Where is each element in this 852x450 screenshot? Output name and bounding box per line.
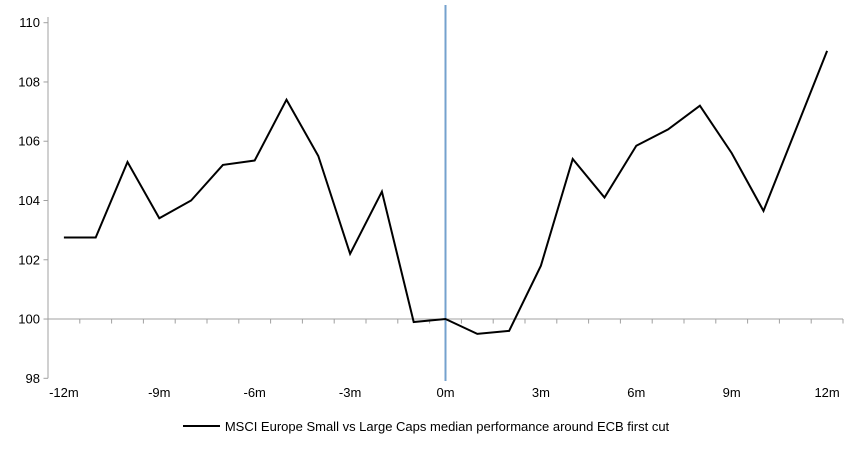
x-axis-label: 3m [532, 385, 550, 400]
x-axis-label: 6m [627, 385, 645, 400]
legend-label: MSCI Europe Small vs Large Caps median p… [224, 418, 670, 434]
series-line [63, 50, 829, 335]
y-axis-label: 110 [19, 15, 40, 30]
y-axis-label: 100 [18, 312, 40, 327]
legend: MSCI Europe Small vs Large Caps median p… [0, 418, 852, 434]
y-axis-label: 98 [26, 371, 40, 386]
x-axis-label: 0m [436, 385, 454, 400]
x-axis-label: -3m [339, 385, 361, 400]
y-axis-label: 102 [18, 252, 40, 267]
x-axis-label: 12m [814, 385, 839, 400]
x-axis-label: -12m [49, 385, 79, 400]
x-axis-label: -9m [148, 385, 170, 400]
y-axis-label: 106 [18, 134, 40, 149]
y-axis-label: 104 [18, 193, 40, 208]
x-axis-label: 9m [723, 385, 741, 400]
legend-line-icon [182, 425, 220, 427]
y-axis-label: 108 [18, 74, 40, 89]
x-axis-label: -6m [244, 385, 266, 400]
